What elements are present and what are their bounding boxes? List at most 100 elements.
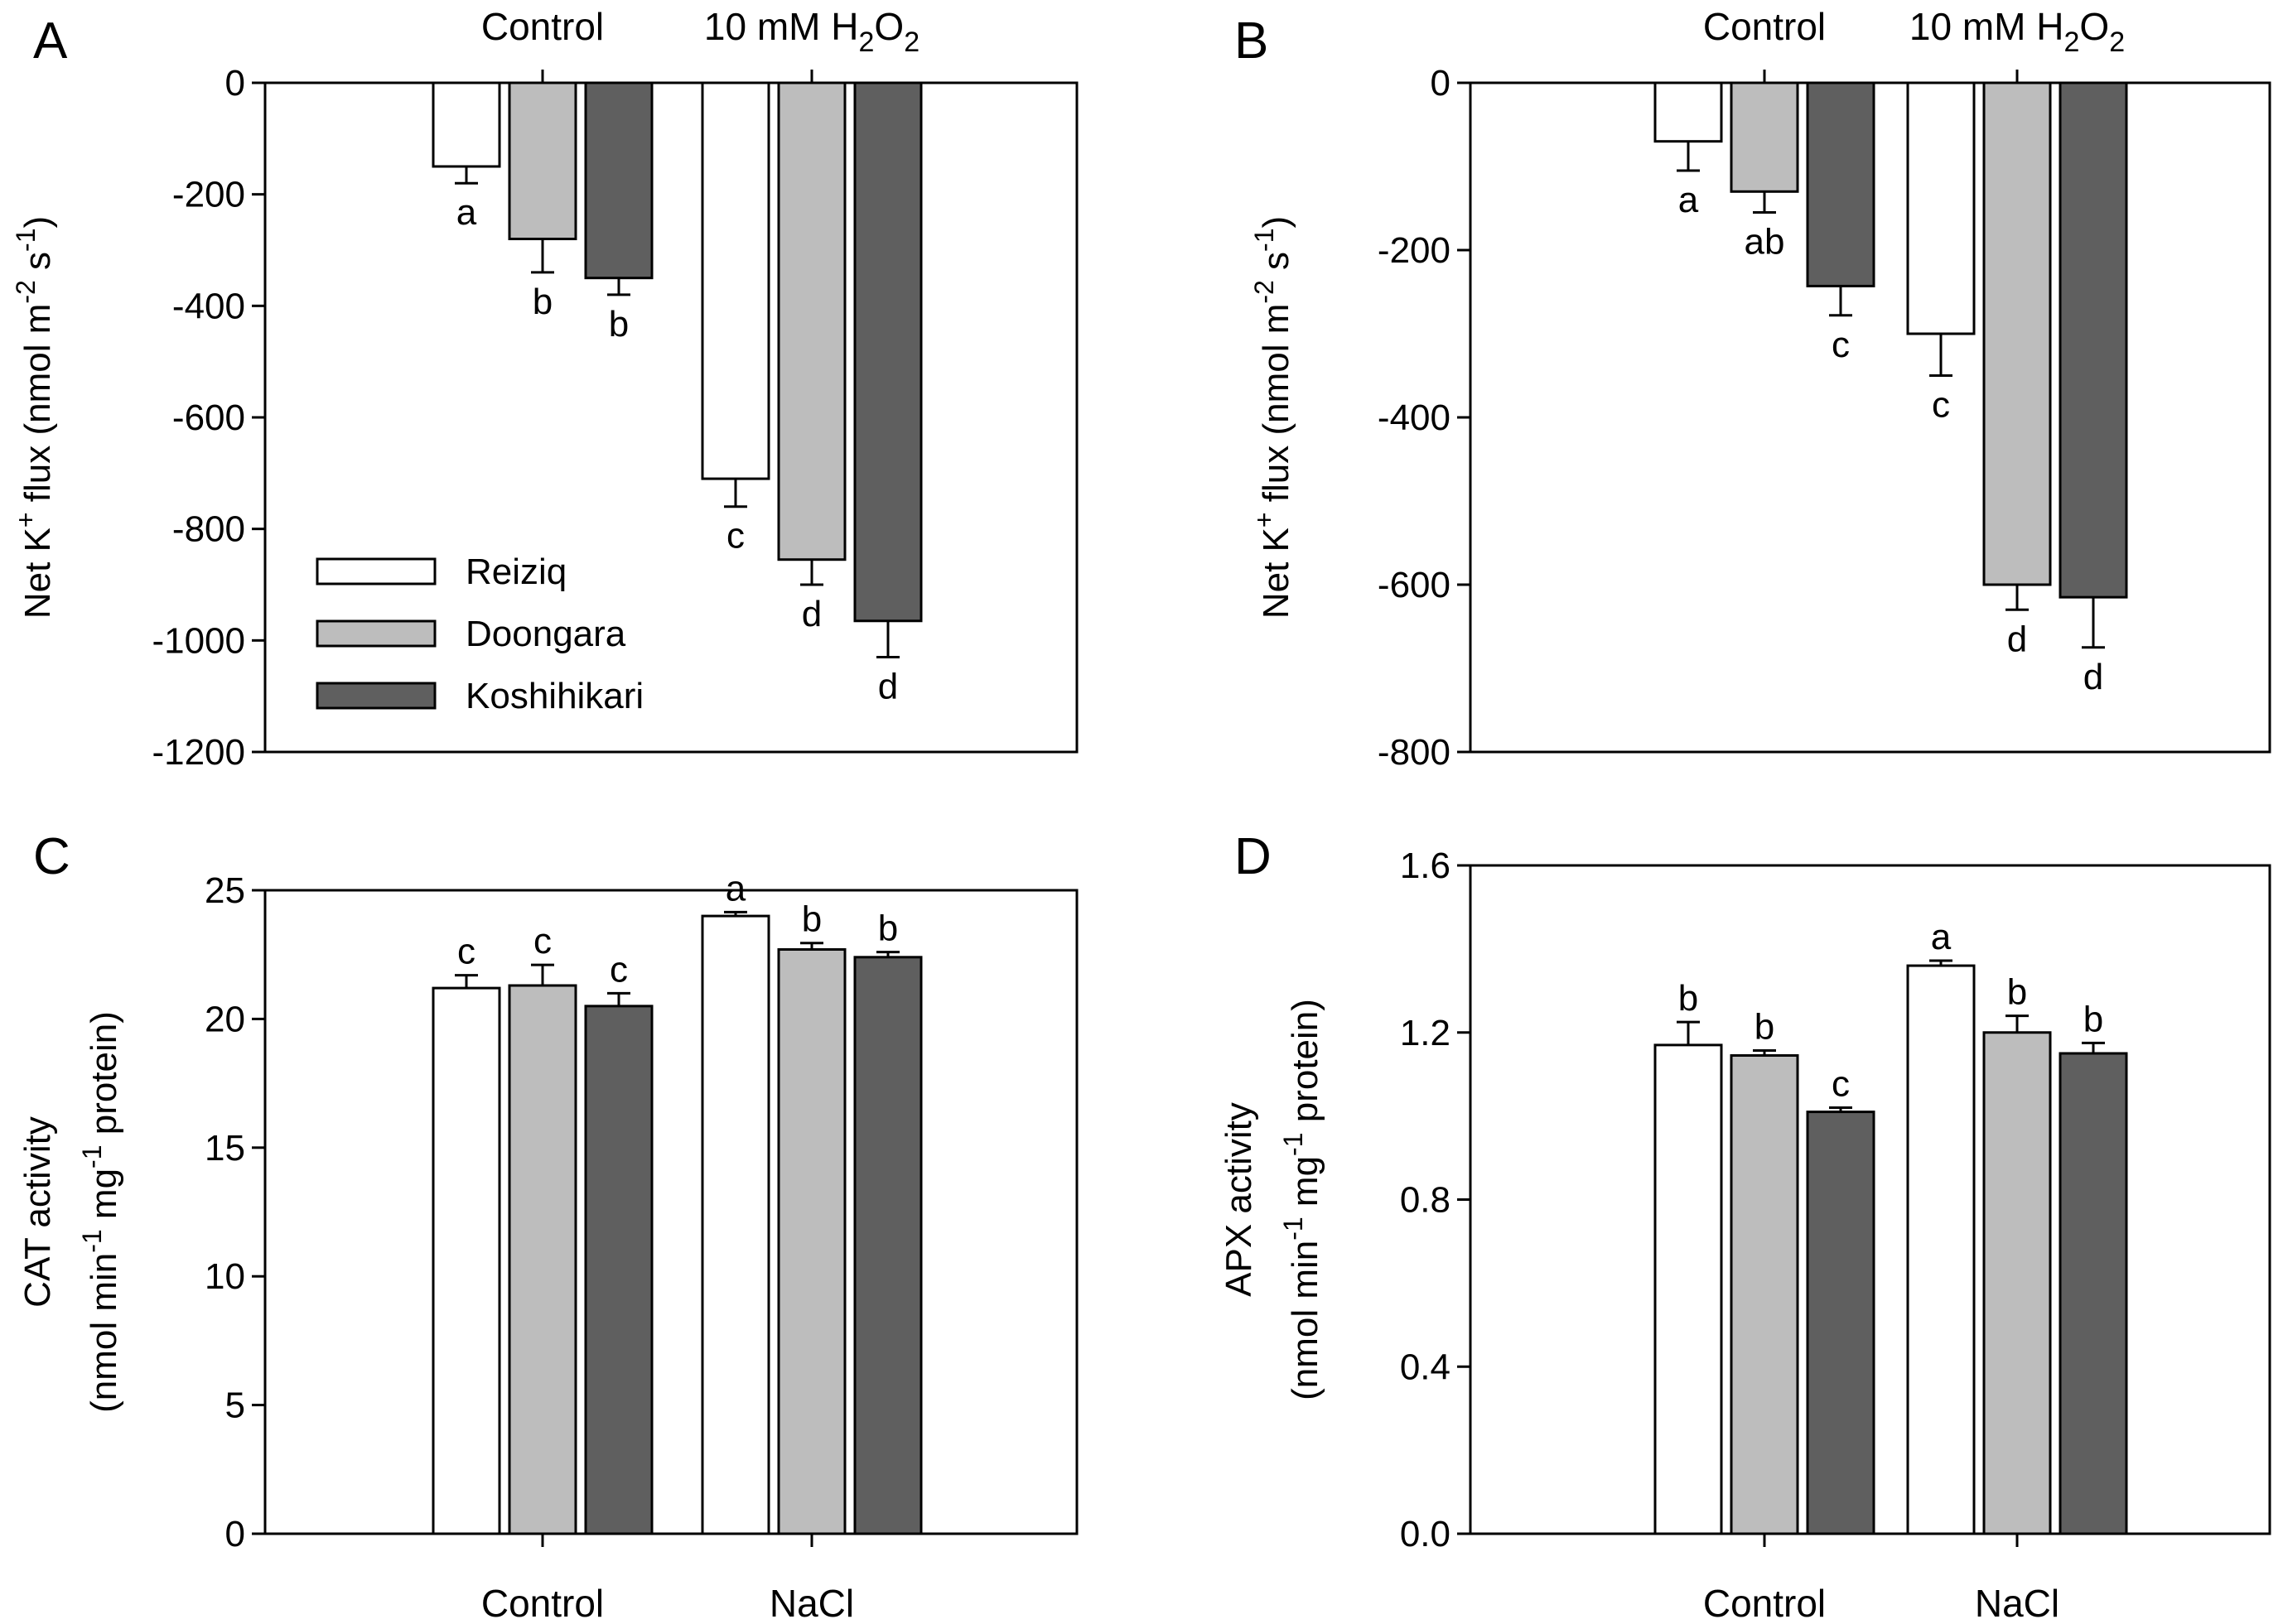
bar-koshihikari bbox=[1806, 81, 1875, 287]
significance-letter: c bbox=[533, 921, 552, 961]
y-tick-label: 10 bbox=[205, 1256, 245, 1297]
bar-koshihikari bbox=[584, 81, 654, 280]
ylabel-text: protein) bbox=[84, 1011, 124, 1145]
plot-frame bbox=[263, 889, 1079, 1535]
category-label: Control bbox=[481, 1582, 604, 1624]
y-tick-label: 1.6 bbox=[1400, 846, 1450, 886]
category-text: 10 mM H bbox=[704, 5, 859, 48]
significance-letter: b bbox=[802, 899, 822, 940]
significance-letter: ab bbox=[1745, 222, 1785, 263]
category-text: O bbox=[874, 5, 904, 48]
significance-letter: d bbox=[2083, 657, 2103, 697]
bar-koshihikari bbox=[584, 1005, 654, 1535]
ylabel-text: ) bbox=[1256, 216, 1296, 229]
plot-frame bbox=[263, 81, 1079, 754]
significance-letter: c bbox=[610, 949, 628, 990]
y-tick-label: 0.8 bbox=[1400, 1180, 1450, 1221]
significance-letter: a bbox=[1678, 180, 1699, 220]
category-text: Control bbox=[481, 5, 604, 48]
y-tick-label: 25 bbox=[205, 870, 245, 911]
y-tick-label: 0.0 bbox=[1400, 1514, 1450, 1554]
category-text: Control bbox=[1703, 5, 1826, 48]
y-tick-label: 0.4 bbox=[1400, 1347, 1450, 1387]
y-axis-label: Net K+ flux (nmol m-2 s-1) bbox=[11, 216, 58, 619]
ylabel-text: Net K bbox=[17, 528, 58, 619]
significance-letter: c bbox=[726, 516, 745, 557]
ylabel-text: protein) bbox=[1285, 999, 1325, 1132]
bar-doongara bbox=[1730, 1053, 1799, 1535]
significance-letter: a bbox=[1931, 917, 1952, 957]
y-axis-label: Net K+ flux (nmol m-2 s-1) bbox=[1249, 216, 1296, 619]
y-tick-label: 0 bbox=[225, 1514, 245, 1554]
y-tick-label: -800 bbox=[172, 509, 245, 550]
ylabel-text: mg bbox=[1285, 1156, 1325, 1217]
significance-letter: b bbox=[533, 282, 553, 322]
y-tick-label: -800 bbox=[1378, 732, 1450, 773]
bar-doongara bbox=[777, 947, 847, 1535]
bar-reiziq bbox=[1906, 964, 1976, 1535]
ylabel-text: mg bbox=[84, 1169, 124, 1229]
legend-swatch bbox=[316, 682, 437, 710]
ylabel-text: flux (nmol m bbox=[17, 304, 58, 513]
ylabel-text: Net K bbox=[1256, 528, 1296, 619]
category-label: NaCl bbox=[1975, 1582, 2059, 1624]
significance-letter: c bbox=[1832, 1064, 1850, 1105]
bar-reiziq bbox=[701, 81, 770, 480]
significance-letter: b bbox=[2083, 999, 2103, 1039]
y-tick-label: -600 bbox=[172, 398, 245, 438]
category-label: Control bbox=[1703, 5, 1826, 48]
y-tick-label: 20 bbox=[205, 999, 245, 1039]
ylabel-text: ) bbox=[17, 216, 58, 229]
ylabel-sup: -1 bbox=[11, 228, 41, 251]
bar-doongara bbox=[1982, 1031, 2052, 1535]
ylabel-sup: + bbox=[1249, 512, 1279, 528]
ylabel-sup: -1 bbox=[1249, 228, 1279, 251]
bar-reiziq bbox=[432, 986, 501, 1535]
y-axis-label-line1: CAT activity bbox=[17, 1116, 58, 1308]
significance-letter: d bbox=[2007, 619, 2027, 659]
y-axis-label-line2: (nmol min-1 mg-1 protein) bbox=[1278, 999, 1325, 1400]
category-label: NaCl bbox=[770, 1582, 854, 1624]
y-tick-label: -1200 bbox=[152, 732, 245, 773]
bar-koshihikari bbox=[2059, 81, 2128, 599]
significance-letter: c bbox=[1932, 385, 1950, 426]
y-axis-label-line1: APX activity bbox=[1219, 1102, 1259, 1297]
panel-d: 0.0 0.4 0.8 1.2 1.6 D APX activity (nmol min-1 … bbox=[1219, 828, 2271, 1624]
significance-letter: d bbox=[802, 594, 822, 634]
bar-koshihikari bbox=[853, 956, 923, 1535]
legend-label: Reiziq bbox=[466, 552, 567, 592]
significance-letter: d bbox=[878, 667, 898, 707]
significance-letter: b bbox=[609, 304, 629, 345]
category-sub: 2 bbox=[904, 27, 919, 58]
significance-letter: a bbox=[456, 192, 477, 233]
panel-letter: A bbox=[33, 12, 68, 70]
ylabel-text: flux (nmol m bbox=[1256, 304, 1296, 513]
ylabel-text: (nmol min bbox=[1285, 1241, 1325, 1400]
y-tick-label: -200 bbox=[1378, 230, 1450, 271]
category-sub: 2 bbox=[2063, 27, 2079, 58]
ylabel-sup: -1 bbox=[77, 1145, 107, 1169]
legend-swatch bbox=[316, 619, 437, 648]
panel-b: 0 -200 -400 -600 -800 B Net K+ flux (nmol m-2 … bbox=[1234, 5, 2271, 773]
category-label: 10 mM H2O2 bbox=[704, 5, 919, 58]
bar-reiziq bbox=[1906, 81, 1976, 335]
category-sub: 2 bbox=[858, 27, 874, 58]
y-tick-label: 0 bbox=[225, 63, 245, 104]
ylabel-sup: -2 bbox=[11, 280, 41, 303]
y-tick-label: 1.2 bbox=[1400, 1013, 1450, 1053]
significance-letter: a bbox=[726, 868, 746, 908]
y-axis-label-line2: (nmol min-1 mg-1 protein) bbox=[77, 1011, 124, 1413]
y-tick-label: 0 bbox=[1431, 63, 1450, 104]
significance-letter: c bbox=[457, 932, 475, 972]
bar-reiziq bbox=[1653, 81, 1723, 143]
bar-reiziq bbox=[1653, 1043, 1723, 1535]
ylabel-text: s bbox=[17, 252, 58, 280]
ylabel-sup: + bbox=[11, 512, 41, 528]
bar-reiziq bbox=[432, 81, 501, 168]
y-tick-label: -400 bbox=[1378, 398, 1450, 438]
significance-letter: b bbox=[2007, 972, 2027, 1013]
category-label: Control bbox=[1703, 1582, 1826, 1624]
ylabel-sup: -1 bbox=[1278, 1217, 1308, 1240]
legend-swatch bbox=[316, 557, 437, 586]
bar-doongara bbox=[1982, 81, 2052, 586]
